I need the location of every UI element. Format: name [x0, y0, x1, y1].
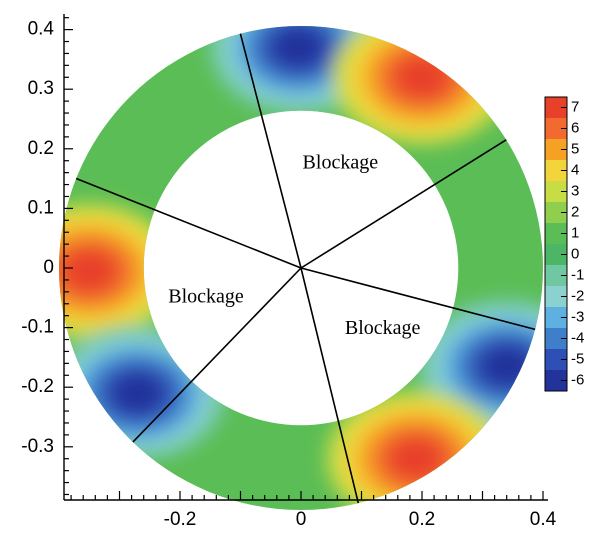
x-tick-label: 0.4: [530, 509, 557, 530]
divider-line-2: [300, 139, 507, 269]
y-tick-label: -0.3: [21, 436, 54, 457]
divider-line-4: [132, 267, 302, 443]
y-tick-label: -0.2: [21, 376, 54, 397]
legend-swatch-2: [545, 202, 567, 223]
legend-swatch--1: [545, 265, 567, 286]
legend-label: 1: [571, 224, 579, 241]
legend-swatch-1: [545, 223, 567, 244]
legend-label: -3: [571, 308, 584, 325]
x-tick-label: 0: [296, 509, 307, 530]
legend-label: -6: [571, 371, 584, 388]
legend-swatch-6: [545, 118, 567, 139]
legend-swatch-7: [545, 97, 567, 118]
hot-spot-6-level-7: [388, 437, 444, 481]
y-tick-label: 0.1: [28, 197, 54, 218]
legend-swatch--2: [545, 286, 567, 307]
annotation-blockage-1: Blockage: [303, 151, 379, 173]
legend-label: 6: [571, 119, 579, 136]
x-tick-label: 0.2: [409, 509, 435, 530]
divider-line-6: [300, 267, 536, 331]
legend-label: -4: [571, 329, 584, 346]
legend-swatch--4: [545, 328, 567, 349]
annotation-blockage-2: Blockage: [168, 285, 244, 307]
legend-swatch-3: [545, 181, 567, 202]
legend-frame: [544, 96, 568, 392]
divider-lines: [75, 33, 536, 504]
legend-swatch--5: [545, 349, 567, 370]
legend-swatch-0: [545, 244, 567, 265]
y-tick-label: 0.4: [28, 19, 55, 40]
hot-spot-3-level-7: [61, 249, 117, 293]
hot-spot-2-level-7: [394, 55, 450, 99]
legend-label: 0: [571, 245, 579, 262]
y-tick-label: 0.2: [28, 138, 54, 159]
divider-line-5: [300, 267, 360, 504]
divider-line-3: [75, 177, 302, 269]
legend-swatch--6: [545, 370, 567, 391]
divider-line-1: [239, 33, 302, 269]
hot-spot-1-level--6: [272, 27, 323, 68]
axes: 0.4 0.3 0.2 0.1 0 -0.1 -0.2 -0.3 -0.2 0 0.2 0.4: [21, 14, 557, 530]
legend-swatch-5: [545, 139, 567, 160]
legend-label: 3: [571, 182, 579, 199]
x-tick-label: -0.2: [164, 509, 197, 530]
legend-label: -5: [571, 350, 584, 367]
y-tick-label: 0: [43, 257, 54, 278]
legend-swatch-4: [545, 160, 567, 181]
hot-spot-4-level--6: [112, 373, 163, 413]
legend-label: 4: [571, 161, 579, 178]
legend-swatch--3: [545, 307, 567, 328]
legend-label: 7: [571, 98, 579, 115]
annotation-blockage-3: Blockage: [345, 317, 421, 339]
legend-label: -2: [571, 287, 584, 304]
y-tick-label: -0.1: [21, 317, 54, 338]
legend-label: -1: [571, 266, 584, 283]
legend-label: 5: [571, 140, 579, 157]
color-legend: 7 6 5 4 3 2 1 0 -1 -2 -3 -4 -5 -6: [544, 96, 584, 392]
y-tick-label: 0.3: [28, 78, 54, 99]
annotations: Blockage Blockage Blockage: [168, 151, 420, 339]
legend-label: 2: [571, 203, 579, 220]
hot-spot-5-level--6: [481, 346, 532, 387]
